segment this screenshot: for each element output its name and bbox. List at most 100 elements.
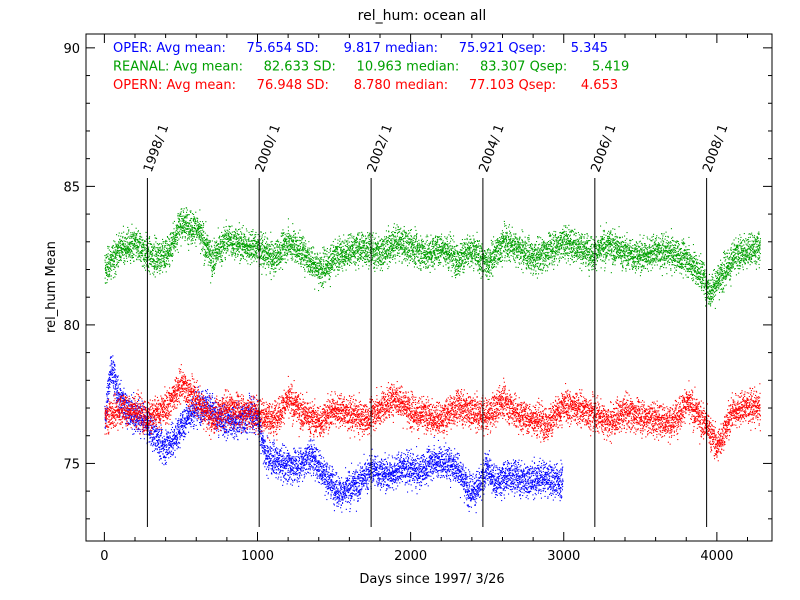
data-point	[202, 242, 204, 244]
data-point	[302, 257, 304, 259]
data-point	[176, 233, 178, 235]
data-point	[173, 236, 175, 238]
data-point	[179, 215, 181, 217]
data-point	[415, 229, 417, 231]
data-point	[365, 242, 367, 244]
data-point	[304, 240, 306, 242]
data-point	[130, 242, 132, 244]
data-point	[291, 245, 293, 247]
data-point	[189, 230, 191, 232]
data-point	[111, 259, 113, 261]
data-point	[407, 237, 409, 239]
data-point	[202, 240, 204, 242]
data-point	[307, 253, 309, 255]
data-point	[253, 244, 255, 246]
data-point	[361, 231, 363, 233]
data-point	[365, 242, 367, 244]
data-point	[187, 214, 189, 216]
data-point	[118, 235, 120, 237]
data-point	[259, 256, 261, 258]
data-point	[352, 241, 354, 243]
data-point	[111, 266, 113, 268]
data-point	[486, 276, 488, 278]
data-point	[266, 252, 268, 254]
data-point	[161, 258, 163, 260]
data-point	[116, 259, 118, 261]
data-point	[263, 233, 265, 235]
data-point	[134, 246, 136, 248]
data-point	[137, 256, 139, 258]
data-point	[298, 255, 300, 257]
data-point	[414, 247, 416, 249]
data-point	[238, 222, 240, 224]
data-point	[408, 262, 410, 264]
data-point	[155, 269, 157, 271]
data-point	[485, 252, 487, 254]
data-point	[203, 242, 205, 244]
data-point	[434, 253, 436, 255]
data-point	[437, 239, 439, 241]
data-point	[233, 231, 235, 233]
data-point	[114, 247, 116, 249]
data-point	[148, 266, 150, 268]
data-point	[448, 262, 450, 264]
data-point	[249, 249, 251, 251]
data-point	[131, 252, 133, 254]
data-point	[186, 225, 188, 227]
data-point	[183, 230, 185, 232]
data-point	[392, 234, 394, 236]
data-point	[339, 256, 341, 258]
data-point	[182, 218, 184, 220]
data-point	[356, 241, 358, 243]
data-point	[238, 251, 240, 253]
data-point	[134, 241, 136, 243]
data-point	[113, 268, 115, 270]
data-point	[172, 238, 174, 240]
data-point	[170, 232, 172, 234]
data-point	[389, 255, 391, 257]
data-point	[104, 259, 106, 261]
data-point	[304, 268, 306, 270]
data-point	[400, 243, 402, 245]
data-point	[463, 265, 465, 267]
data-point	[181, 232, 183, 234]
data-point	[130, 245, 132, 247]
data-point	[196, 233, 198, 235]
data-point	[360, 250, 362, 252]
data-point	[420, 263, 422, 265]
data-point	[452, 255, 454, 257]
data-point	[246, 256, 248, 258]
data-point	[293, 247, 295, 249]
data-point	[398, 260, 400, 262]
data-point	[388, 257, 390, 259]
data-point	[319, 252, 321, 254]
data-point	[295, 261, 297, 263]
data-point	[210, 282, 212, 284]
data-point	[335, 262, 337, 264]
data-point	[198, 227, 200, 229]
data-point	[457, 265, 459, 267]
data-point	[386, 249, 388, 251]
data-point	[363, 251, 365, 253]
data-point	[339, 261, 341, 263]
data-point	[290, 238, 292, 240]
data-point	[413, 236, 415, 238]
data-point	[358, 234, 360, 236]
data-point	[446, 243, 448, 245]
data-point	[343, 260, 345, 262]
data-point	[421, 260, 423, 262]
data-point	[220, 251, 222, 253]
data-point	[338, 264, 340, 266]
data-point	[297, 252, 299, 254]
data-point	[305, 255, 307, 257]
data-point	[404, 249, 406, 251]
data-point	[301, 238, 303, 240]
data-point	[322, 263, 324, 265]
data-point	[458, 262, 460, 264]
data-point	[208, 250, 210, 252]
data-point	[144, 244, 146, 246]
data-point	[345, 250, 347, 252]
data-point	[409, 242, 411, 244]
data-point	[197, 229, 199, 231]
data-point	[117, 246, 119, 248]
